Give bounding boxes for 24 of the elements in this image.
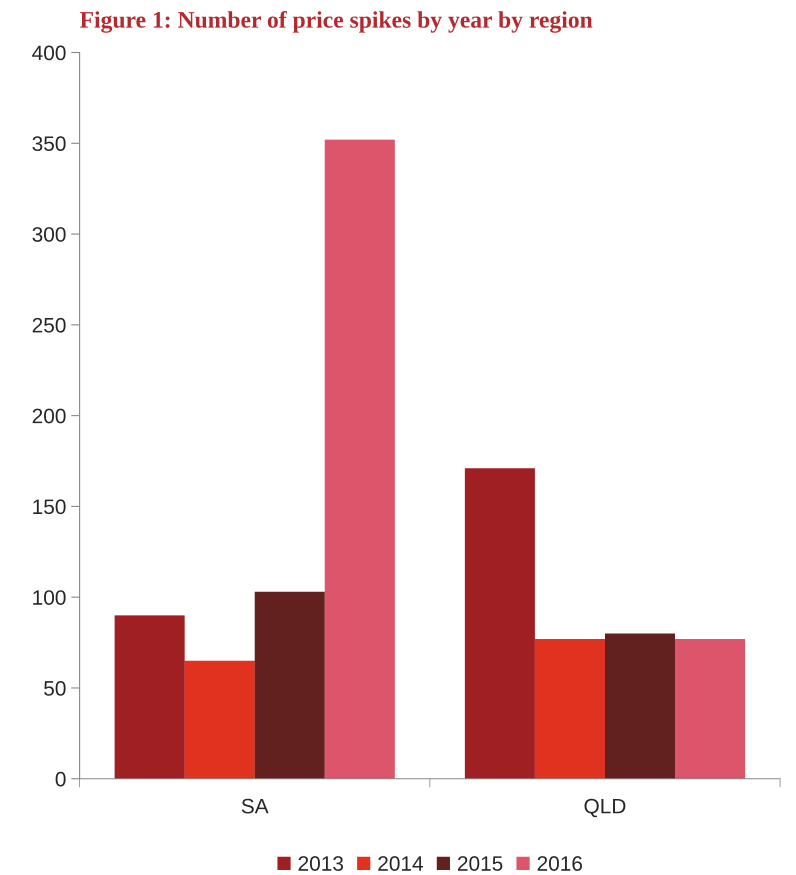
bar (464, 468, 535, 779)
bar (604, 634, 676, 779)
y-tick-label: 100 (33, 590, 66, 605)
legend-label: 2016 (538, 856, 582, 871)
legend-label: 2013 (298, 856, 344, 871)
y-tick-label: 200 (32, 408, 66, 424)
y-tick-label: 350 (32, 136, 66, 152)
y-tick-label: 400 (32, 46, 66, 60)
bar (534, 638, 605, 779)
legend-label: 2015 (458, 856, 502, 871)
y-tick-label: 50 (44, 680, 66, 696)
bar (324, 140, 395, 779)
y-tick-label: 150 (33, 499, 66, 514)
x-tick-label: QLD (584, 798, 626, 818)
x-tick-label: SA (242, 798, 269, 814)
y-tick-label: 0 (56, 772, 66, 787)
y-tick-label: 300 (32, 227, 66, 242)
bar (114, 615, 185, 779)
bar (675, 638, 746, 779)
y-tick-label: 250 (32, 318, 66, 333)
chart-title: Figure 1: Number of price spikes by year by region (80, 10, 592, 33)
bar (254, 592, 325, 779)
bar (184, 660, 255, 779)
legend-label: 2014 (378, 856, 423, 871)
